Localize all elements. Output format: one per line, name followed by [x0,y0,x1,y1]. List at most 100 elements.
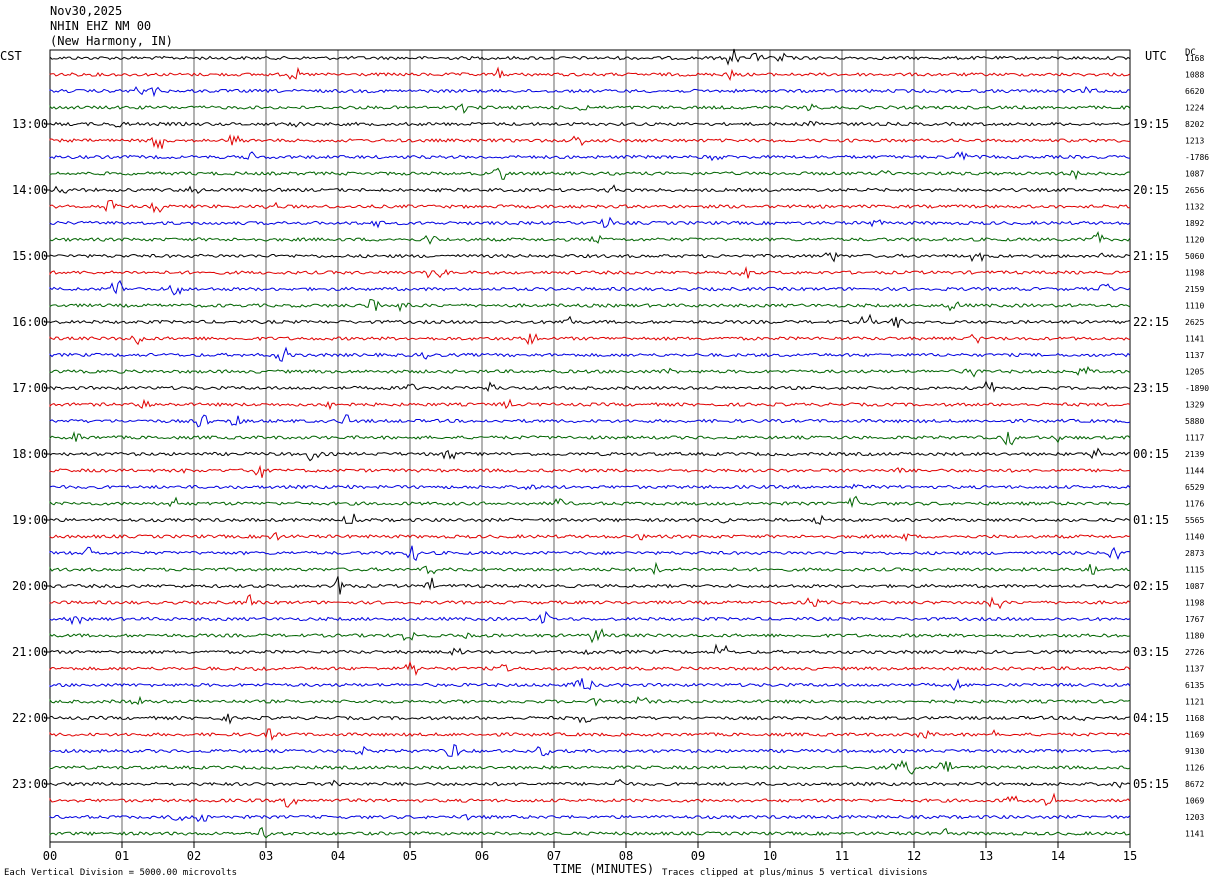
trace-row [49,66,1131,82]
dc-offset-label: 1137 [1185,351,1204,360]
right-hour-label: 05:15 [1133,777,1169,791]
trace-row [49,627,1131,644]
left-hour-label: 20:00 [12,579,48,593]
dc-offset-label: 1144 [1185,467,1204,476]
dc-offset-label: 5565 [1185,516,1204,525]
trace-row [49,678,1131,691]
dc-offset-label: 1176 [1185,500,1204,509]
dc-offset-label: 1121 [1185,698,1204,707]
left-hour-label: 17:00 [12,381,48,395]
left-hour-label: 16:00 [12,315,48,329]
trace-row [49,85,1131,98]
trace-row [49,414,1131,428]
x-tick-label: 03 [259,849,273,863]
dc-offset-label: 1213 [1185,137,1204,146]
header-location: (New Harmony, IN) [50,34,173,48]
trace-row [49,759,1131,775]
header-date: Nov30,2025 [50,4,123,18]
trace-row [49,333,1131,346]
trace-row [49,298,1131,313]
dc-offset-label: 2139 [1185,450,1204,459]
dc-offset-label: 2159 [1185,285,1204,294]
dc-offset-label: 1892 [1185,219,1204,228]
dc-offset-label: -1890 [1185,384,1209,393]
x-tick-label: 15 [1123,849,1137,863]
dc-offset-label: 6529 [1185,483,1204,492]
trace-row [49,48,1131,66]
left-hour-label: 23:00 [12,777,48,791]
dc-offset-label: 6620 [1185,87,1204,96]
right-timezone-label: UTC [1145,49,1167,63]
dc-offset-label: 1141 [1185,335,1204,344]
trace-row [49,151,1131,162]
trace-row [49,346,1131,362]
trace-row [49,594,1131,610]
dc-offset-label: 1198 [1185,599,1204,608]
trace-row [49,184,1131,194]
dc-offset-label: 5880 [1185,417,1204,426]
trace-row [49,513,1131,526]
dc-offset-label: 1117 [1185,434,1204,443]
dc-offset-label: 1169 [1185,731,1204,740]
x-tick-label: 04 [331,849,345,863]
right-hour-label: 02:15 [1133,579,1169,593]
clip-note: Traces clipped at plus/minus 5 vertical … [662,868,928,878]
right-hour-label: 04:15 [1133,711,1169,725]
trace-row [49,483,1131,491]
trace-row [49,430,1131,446]
trace-row [49,610,1131,626]
trace-row [49,200,1130,214]
trace-row [49,576,1131,595]
trace-row [49,826,1131,839]
left-hour-label: 19:00 [12,513,48,527]
trace-row [49,366,1131,378]
trace-row [49,380,1131,393]
trace-row [49,561,1131,576]
trace-row [49,744,1131,757]
right-hour-label: 23:15 [1133,381,1169,395]
dc-offset-label: 9130 [1185,747,1204,756]
x-tick-label: 13 [979,849,993,863]
x-tick-label: 01 [115,849,129,863]
dc-offset-label: 1132 [1185,203,1204,212]
dc-offset-label: 2656 [1185,186,1204,195]
trace-row [49,120,1131,128]
right-hour-label: 19:15 [1133,117,1169,131]
trace-row [49,279,1131,296]
dc-offset-label: 1088 [1185,71,1204,80]
left-hour-label: 22:00 [12,711,48,725]
trace-row [49,251,1131,263]
right-hour-label: 21:15 [1133,249,1169,263]
x-tick-label: 08 [619,849,633,863]
trace-row [49,230,1131,245]
dc-offset-label: 2873 [1185,549,1204,558]
trace-row [49,728,1131,741]
dc-label: DC [1185,48,1196,58]
dc-offset-label: 1087 [1185,582,1204,591]
x-tick-label: 06 [475,849,489,863]
trace-row [49,447,1131,462]
left-hour-label: 21:00 [12,645,48,659]
trace-row [49,660,1131,677]
scale-note: Each Vertical Division = 5000.00 microvo… [4,868,237,878]
dc-offset-label: 1110 [1185,302,1204,311]
dc-offset-label: 1140 [1185,533,1204,542]
dc-offset-label: 1141 [1185,830,1204,839]
dc-offset-label: 5060 [1185,252,1204,261]
trace-row [49,695,1131,707]
x-tick-label: 12 [907,849,921,863]
trace-row [49,495,1131,509]
dc-offset-label: 1203 [1185,813,1204,822]
dc-offset-label: 1120 [1185,236,1204,245]
dc-offset-label: 1224 [1185,104,1204,113]
dc-offset-label: 1180 [1185,632,1204,641]
left-timezone-label: CST [0,49,22,63]
dc-offset-label: 8202 [1185,120,1204,129]
plot-frame [49,49,1131,843]
dc-offset-label: 2726 [1185,648,1204,657]
trace-row [49,531,1131,542]
dc-offset-label: 6135 [1185,681,1204,690]
dc-offset-label: 1168 [1185,714,1204,723]
dc-offset-label: 1168 [1185,54,1204,63]
dc-offset-label: 1137 [1185,665,1204,674]
